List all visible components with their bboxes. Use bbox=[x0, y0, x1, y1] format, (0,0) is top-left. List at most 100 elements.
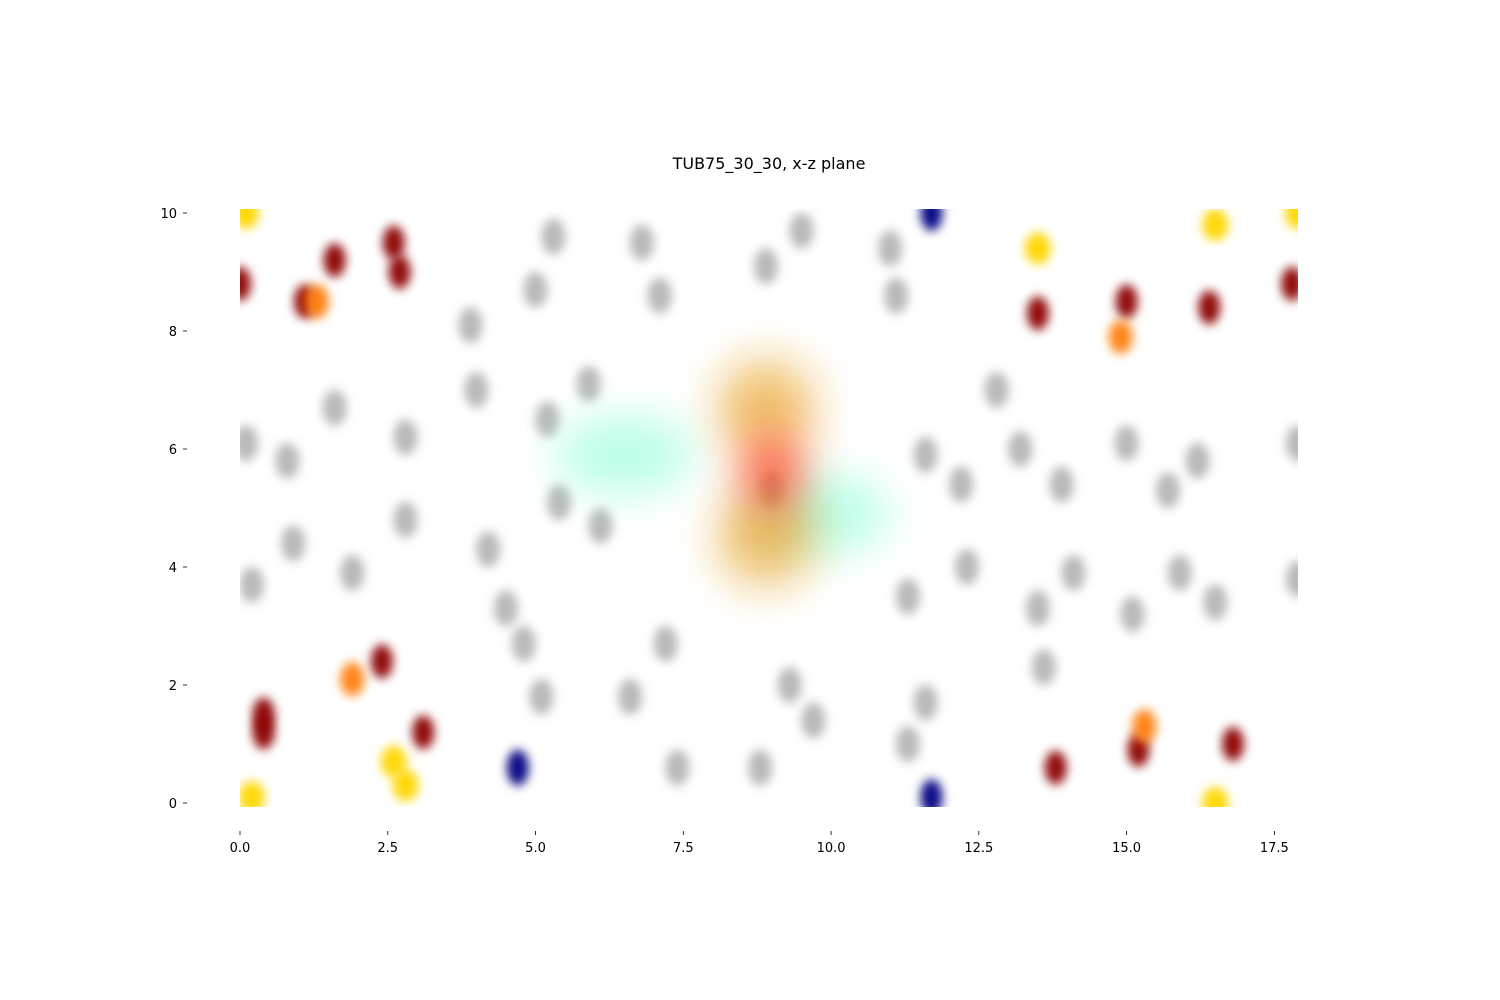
cluster-point bbox=[1026, 296, 1049, 331]
x-tick-label: 5.0 bbox=[525, 841, 546, 856]
cluster-point bbox=[240, 209, 259, 229]
cluster-point bbox=[547, 484, 572, 521]
cluster-point bbox=[1114, 425, 1139, 462]
cluster-point bbox=[1198, 290, 1221, 325]
x-tick-label: 7.5 bbox=[673, 841, 694, 856]
cluster-point bbox=[920, 209, 943, 231]
y-tick-label: 8 bbox=[169, 325, 177, 340]
y-tick-label: 4 bbox=[169, 561, 177, 576]
cluster-point bbox=[913, 436, 938, 473]
cluster-point bbox=[1156, 472, 1180, 509]
cluster-point bbox=[647, 277, 672, 314]
cluster-point bbox=[1008, 431, 1033, 467]
cluster-point bbox=[1120, 596, 1145, 633]
x-tick-label: 2.5 bbox=[377, 841, 398, 856]
cluster-point bbox=[949, 466, 974, 503]
cluster-point bbox=[754, 248, 778, 285]
cluster-point bbox=[1061, 554, 1086, 591]
cluster-point bbox=[240, 266, 251, 301]
cluster-point bbox=[895, 578, 920, 615]
cluster-point bbox=[984, 372, 1009, 408]
cluster-point bbox=[895, 726, 920, 762]
x-tick-label: 17.5 bbox=[1260, 841, 1289, 856]
cluster-point bbox=[393, 419, 418, 456]
cluster-point bbox=[322, 389, 347, 426]
cluster-point bbox=[464, 372, 489, 408]
cluster-point bbox=[878, 230, 903, 267]
cluster-point bbox=[1286, 560, 1298, 597]
cluster-point bbox=[1202, 209, 1229, 241]
cluster-point bbox=[340, 662, 365, 697]
chart-title: TUB75_30_30, x-z plane bbox=[672, 154, 866, 174]
cluster-point bbox=[240, 425, 258, 462]
cluster-point bbox=[1115, 284, 1138, 319]
cluster-point bbox=[476, 531, 501, 568]
cluster-point bbox=[1132, 709, 1157, 744]
cluster-point bbox=[744, 434, 800, 511]
y-tick-label: 10 bbox=[160, 207, 177, 222]
axis-layer: 0.0 2.5 5.0 7.5 10.0 12.5 15.0 17.5 0 2 4 6 8 10 bbox=[160, 207, 1288, 856]
cluster-point bbox=[252, 715, 275, 750]
cluster-point bbox=[1281, 266, 1298, 301]
cluster-point bbox=[789, 212, 814, 249]
cluster-point bbox=[506, 749, 529, 786]
cluster-point bbox=[1286, 425, 1298, 462]
cluster-point bbox=[494, 590, 518, 627]
cluster-point bbox=[412, 715, 435, 750]
cluster-point bbox=[535, 401, 560, 438]
cluster-point bbox=[884, 277, 909, 314]
cluster-point bbox=[281, 525, 306, 562]
cluster-point bbox=[240, 566, 264, 603]
cluster-point bbox=[1024, 232, 1051, 265]
x-tick-label: 12.5 bbox=[964, 841, 993, 856]
clusters-layer bbox=[240, 209, 1298, 807]
cluster-point bbox=[1108, 319, 1133, 354]
cluster-point bbox=[1202, 787, 1229, 807]
cluster-point bbox=[920, 779, 943, 807]
cluster-point bbox=[1185, 442, 1210, 479]
cluster-point bbox=[665, 749, 690, 786]
x-tick-label: 0.0 bbox=[230, 841, 251, 856]
cluster-point bbox=[1203, 584, 1228, 621]
y-tick-label: 2 bbox=[169, 679, 177, 694]
cluster-point bbox=[576, 366, 601, 403]
cluster-point bbox=[1049, 466, 1074, 503]
x-tick-label: 10.0 bbox=[817, 841, 846, 856]
cluster-point bbox=[388, 255, 411, 289]
cluster-point bbox=[801, 702, 826, 739]
cluster-point bbox=[392, 769, 419, 802]
cluster-point bbox=[240, 781, 265, 807]
cluster-point bbox=[511, 625, 536, 662]
y-tick-label: 6 bbox=[169, 443, 177, 458]
cluster-point bbox=[275, 442, 300, 479]
cluster-point bbox=[1031, 649, 1056, 686]
cluster-point bbox=[340, 554, 365, 591]
cluster-point bbox=[380, 745, 407, 778]
cluster-point bbox=[1025, 590, 1050, 627]
cluster-point bbox=[382, 225, 405, 260]
cluster-point bbox=[323, 243, 346, 278]
cluster-point bbox=[618, 678, 643, 715]
cluster-point bbox=[523, 271, 548, 308]
cluster-point bbox=[777, 667, 802, 703]
cluster-point bbox=[1222, 727, 1244, 761]
cluster-point bbox=[458, 307, 483, 344]
cluster-point bbox=[588, 507, 613, 544]
y-tick-label: 0 bbox=[169, 797, 177, 812]
cluster-point bbox=[529, 678, 554, 715]
cluster-point bbox=[1167, 554, 1192, 591]
x-tick-label: 15.0 bbox=[1112, 841, 1141, 856]
cluster-point bbox=[913, 684, 938, 721]
cluster-point bbox=[629, 224, 654, 261]
cluster-point bbox=[393, 501, 418, 538]
cluster-point bbox=[748, 749, 773, 786]
cluster-point bbox=[304, 284, 329, 319]
cluster-point bbox=[1285, 209, 1298, 229]
cluster-point bbox=[718, 359, 814, 456]
cluster-point bbox=[955, 549, 979, 585]
cluster-point bbox=[554, 416, 695, 493]
cluster-point bbox=[653, 625, 678, 662]
cluster-point bbox=[1044, 750, 1067, 785]
cluster-point bbox=[541, 218, 566, 255]
